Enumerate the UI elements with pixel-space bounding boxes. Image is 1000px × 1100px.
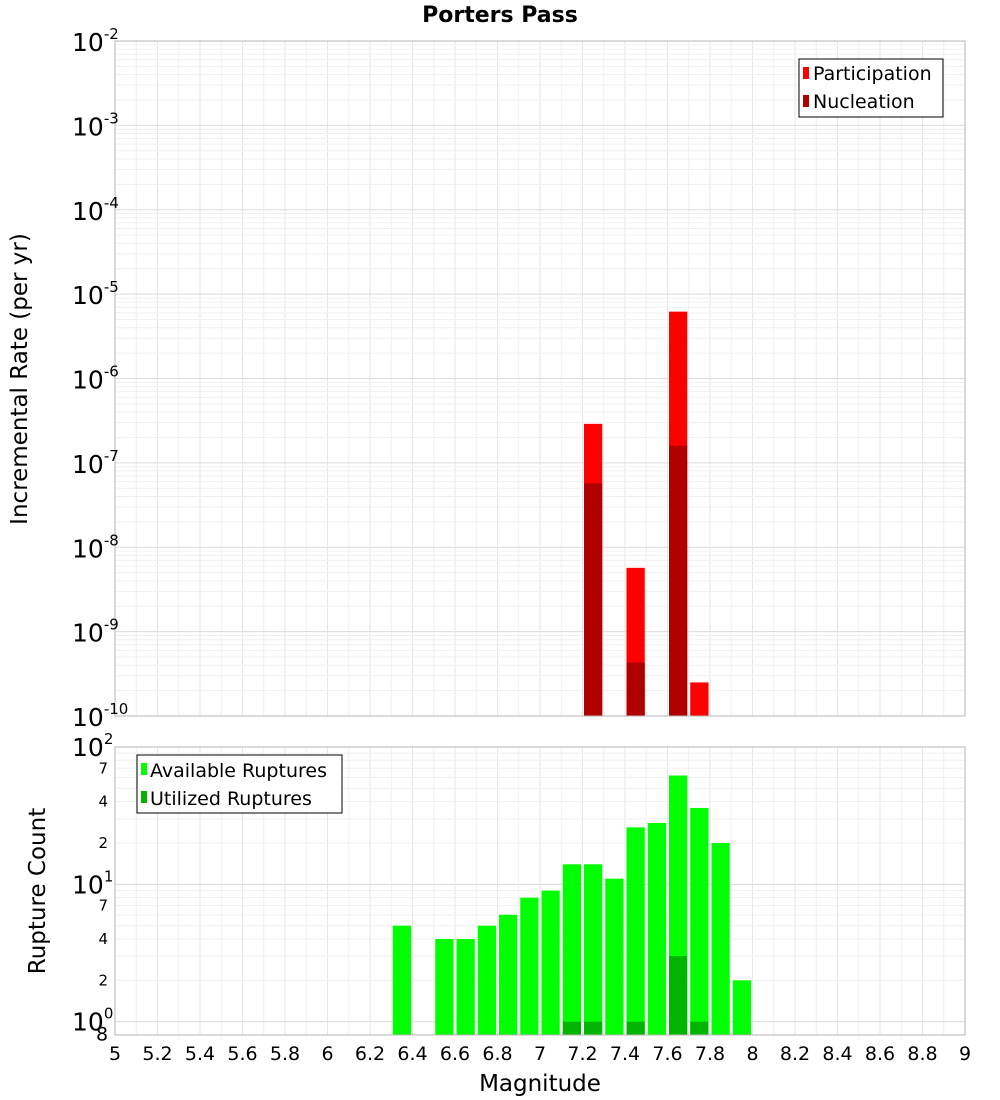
top-y-tick-label: 10-8 xyxy=(72,531,119,563)
top-y-tick-label: 10-3 xyxy=(72,109,119,141)
legend-swatch-available xyxy=(141,763,147,775)
legend-label-available: Available Ruptures xyxy=(150,760,327,782)
x-tick-label: 6.6 xyxy=(440,1043,470,1065)
top-bar-a xyxy=(690,682,709,716)
top-bar-b xyxy=(669,445,688,716)
bottom-legend: Available Ruptures Utilized Ruptures xyxy=(136,754,343,814)
bottom-bar-a xyxy=(647,822,666,1035)
legend-swatch-participation xyxy=(803,67,809,79)
legend-swatch-nucleation xyxy=(803,95,809,107)
bottom-bar-b xyxy=(584,1021,603,1035)
x-tick-labels: 5 5.2 5.4 5.6 5.8 6 6.2 6.4 6.6 6.8 7 7.2 7.4 7.6 7.8 8… xyxy=(109,1043,971,1065)
x-axis-label: Magnitude xyxy=(479,1071,601,1097)
top-legend: Participation Nucleation xyxy=(798,58,944,118)
bottom-y-axis-label: Rupture Count xyxy=(25,808,51,974)
legend-label-utilized: Utilized Ruptures xyxy=(150,788,312,810)
x-tick-label: 6.2 xyxy=(355,1043,385,1065)
x-tick-label: 7.4 xyxy=(610,1043,640,1065)
bottom-bar-a xyxy=(520,897,539,1035)
bottom-y-minor-tick-label: 4 xyxy=(98,793,108,811)
bottom-bar-a xyxy=(541,890,560,1035)
x-tick-label: 5.8 xyxy=(270,1043,300,1065)
bottom-plot-frame xyxy=(114,746,966,1036)
bottom-y-minor-tick-label: 2 xyxy=(98,834,108,852)
bottom-y-minor-tick-label: 2 xyxy=(98,971,108,989)
x-tick-label: 5.2 xyxy=(142,1043,172,1065)
top-y-ticks: 10-10 10-9 10-8 10-7 10-6 10-5 10-4 10-3 10-2 xyxy=(72,25,128,732)
bottom-y-tick-label: 102 xyxy=(72,730,113,762)
top-y-tick-label: 10-7 xyxy=(72,447,119,479)
top-y-tick-label: 10-6 xyxy=(72,363,119,395)
top-y-tick-label: 10-4 xyxy=(72,194,119,226)
bottom-bar-a xyxy=(584,864,603,1035)
x-tick-label: 7 xyxy=(534,1043,546,1065)
top-grid xyxy=(114,41,966,717)
x-tick-label: 8.8 xyxy=(907,1043,937,1065)
x-tick-label: 8.4 xyxy=(822,1043,852,1065)
bottom-bar-a xyxy=(562,864,581,1035)
bottom-bar-a xyxy=(626,827,645,1035)
x-tick-label: 7.2 xyxy=(567,1043,597,1065)
top-y-tick-label: 10-5 xyxy=(72,278,119,310)
bottom-y-minor-tick-label: 7 xyxy=(98,897,108,915)
bottom-bar-a xyxy=(690,807,709,1035)
bottom-bar-a xyxy=(456,939,475,1035)
top-y-tick-label: 10-10 xyxy=(72,700,128,732)
bottom-bar-b xyxy=(690,1021,709,1035)
bottom-bar-b xyxy=(669,956,688,1035)
bottom-y-tick-sublabel: 8 xyxy=(96,1024,108,1046)
bottom-bar-a xyxy=(392,925,411,1035)
x-tick-label: 6 xyxy=(321,1043,333,1065)
x-tick-label: 6.4 xyxy=(397,1043,427,1065)
x-tick-label: 9 xyxy=(959,1043,971,1065)
bottom-y-tick-label: 101 xyxy=(72,867,113,899)
top-legend-box xyxy=(798,58,944,118)
x-tick-label: 5 xyxy=(109,1043,121,1065)
top-bar-b xyxy=(584,483,603,716)
bottom-bar-a xyxy=(477,925,496,1035)
bottom-y-minor-tick-label: 4 xyxy=(98,930,108,948)
x-tick-label: 8 xyxy=(746,1043,758,1065)
x-tick-label: 5.6 xyxy=(227,1043,257,1065)
bottom-bar-a xyxy=(605,878,624,1035)
top-bars xyxy=(584,311,709,716)
bottom-bar-a xyxy=(711,843,730,1035)
x-tick-label: 7.6 xyxy=(652,1043,682,1065)
bottom-bar-a xyxy=(732,980,751,1035)
legend-label-participation: Participation xyxy=(813,63,932,85)
bottom-bar-a xyxy=(435,939,454,1035)
top-y-tick-label: 10-9 xyxy=(72,616,119,648)
chart-title: Porters Pass xyxy=(422,3,578,28)
top-plot-frame xyxy=(114,40,966,717)
top-y-axis-label: Incremental Rate (per yr) xyxy=(7,233,33,525)
x-tick-label: 8.2 xyxy=(780,1043,810,1065)
x-tick-label: 6.8 xyxy=(482,1043,512,1065)
top-y-tick-label: 10-2 xyxy=(72,25,119,57)
top-bar-b xyxy=(626,662,645,716)
bottom-y-minor-tick-label: 7 xyxy=(98,759,108,777)
legend-swatch-utilized xyxy=(141,791,147,803)
bottom-legend-box xyxy=(136,754,343,814)
legend-label-nucleation: Nucleation xyxy=(813,91,915,113)
bottom-bar-b xyxy=(626,1021,645,1035)
x-tick-label: 8.6 xyxy=(865,1043,895,1065)
bottom-bar-a xyxy=(499,914,518,1035)
bottom-bars xyxy=(392,775,751,1035)
x-tick-label: 5.4 xyxy=(185,1043,215,1065)
x-tick-label: 7.8 xyxy=(695,1043,725,1065)
bottom-bar-b xyxy=(562,1021,581,1035)
bottom-y-tick-label: 100 xyxy=(72,1005,113,1037)
